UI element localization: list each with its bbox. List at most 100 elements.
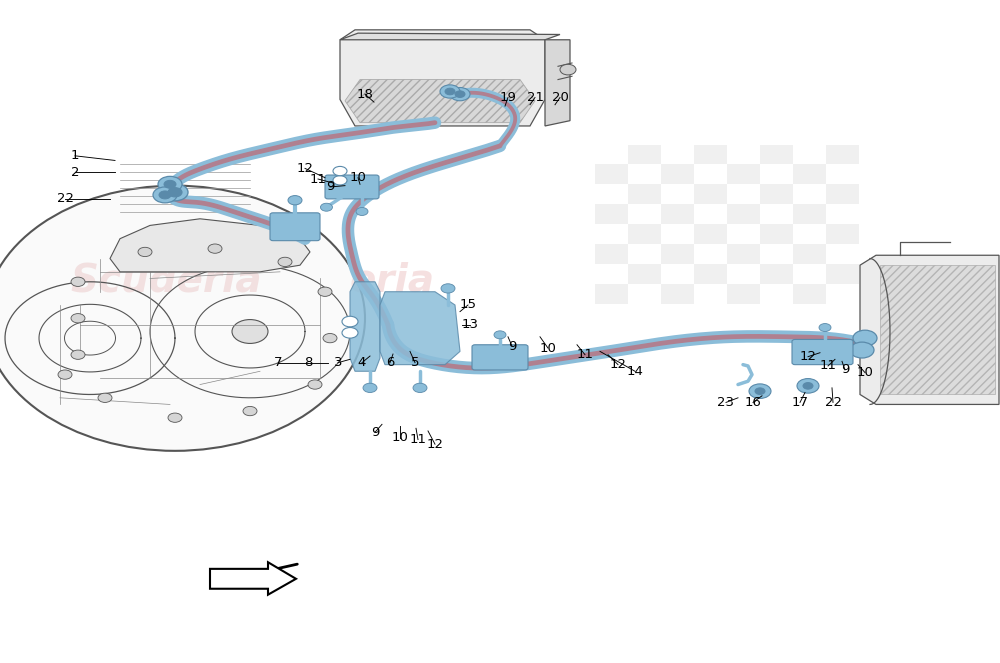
Text: 9: 9 [508,339,516,353]
Circle shape [413,383,427,392]
Bar [826,145,859,164]
Bar [628,224,661,244]
Circle shape [803,383,813,389]
Bar [595,284,628,304]
Bar [694,224,727,244]
Circle shape [494,331,506,339]
Circle shape [58,370,72,379]
Bar [661,244,694,264]
Bar [727,164,760,184]
Text: 12: 12 [426,438,444,451]
Text: 5: 5 [411,356,419,369]
Circle shape [749,384,771,398]
FancyBboxPatch shape [792,339,853,365]
Bar [793,204,826,224]
Bar [595,204,628,224]
Text: 8: 8 [304,356,312,369]
Polygon shape [0,186,365,451]
Polygon shape [340,33,560,40]
Text: 13: 13 [462,318,479,332]
Text: 22: 22 [56,192,74,206]
Circle shape [98,393,112,402]
Text: 12: 12 [296,162,314,175]
Circle shape [288,196,302,205]
Circle shape [168,413,182,422]
Circle shape [445,88,455,95]
Bar [727,244,760,264]
Polygon shape [545,40,570,126]
Circle shape [168,188,182,197]
Text: 17: 17 [792,396,808,409]
Bar [826,184,859,204]
Bar [760,184,793,204]
Bar [661,284,694,304]
Polygon shape [345,80,535,123]
Bar [595,164,628,184]
Text: 2: 2 [71,166,79,179]
Text: 10: 10 [350,171,366,184]
Text: 12: 12 [610,358,626,371]
Text: 14: 14 [627,365,643,378]
Circle shape [318,287,332,296]
Text: 10: 10 [540,341,556,355]
Circle shape [138,247,152,257]
Circle shape [342,328,358,338]
Circle shape [71,350,85,359]
Bar [727,284,760,304]
FancyBboxPatch shape [270,213,320,241]
Circle shape [819,324,831,332]
Text: 20: 20 [552,91,568,104]
Text: 21: 21 [526,91,544,104]
Polygon shape [880,265,995,394]
Circle shape [159,191,171,199]
Bar [661,204,694,224]
Circle shape [71,314,85,323]
Circle shape [164,180,176,188]
Circle shape [342,316,358,327]
Bar [793,284,826,304]
Bar [628,264,661,284]
Polygon shape [380,292,460,365]
Circle shape [323,333,337,343]
Circle shape [560,64,576,75]
Text: 4: 4 [358,356,366,369]
Circle shape [441,284,455,293]
Bar [727,204,760,224]
Circle shape [850,342,874,358]
Text: 9: 9 [371,426,379,439]
Circle shape [363,383,377,392]
Text: 11: 11 [820,359,836,373]
Bar [760,264,793,284]
Circle shape [153,187,177,203]
Bar [661,164,694,184]
Text: Scuderia: Scuderia [70,262,262,300]
Circle shape [333,176,347,185]
Circle shape [450,88,470,101]
Bar [793,164,826,184]
Text: 6: 6 [386,356,394,369]
Bar [760,145,793,164]
Text: 9: 9 [326,180,334,194]
Text: 16: 16 [745,396,761,409]
Text: 22: 22 [824,396,842,409]
Polygon shape [110,219,310,272]
Bar [694,145,727,164]
Circle shape [440,85,460,98]
Text: 10: 10 [392,431,408,444]
Circle shape [320,204,332,211]
Text: 12: 12 [800,350,816,363]
Polygon shape [350,282,380,371]
Text: 11: 11 [576,348,594,361]
Text: 10: 10 [857,366,873,379]
Text: 15: 15 [460,298,477,312]
Text: 7: 7 [274,356,282,369]
Text: eria: eria [350,262,435,300]
Circle shape [853,330,877,346]
Bar [694,264,727,284]
Polygon shape [340,30,545,126]
Bar [760,224,793,244]
Text: 18: 18 [357,88,373,101]
Circle shape [308,380,322,389]
Circle shape [356,208,368,215]
Text: 3: 3 [334,356,342,369]
